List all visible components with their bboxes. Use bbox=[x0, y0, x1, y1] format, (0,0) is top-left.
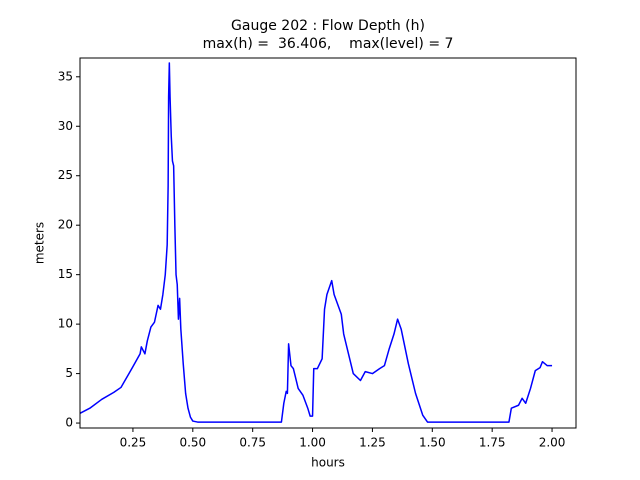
y-axis-label: meters bbox=[33, 222, 47, 264]
y-tick-label: 35 bbox=[58, 69, 73, 83]
x-tick-label: 1.50 bbox=[419, 436, 446, 450]
y-tick-label: 20 bbox=[58, 218, 73, 232]
x-tick-label: 1.75 bbox=[479, 436, 506, 450]
x-tick-label: 1.00 bbox=[299, 436, 326, 450]
chart-title: Gauge 202 : Flow Depth (h) bbox=[231, 18, 425, 34]
y-tick-label: 25 bbox=[58, 168, 73, 182]
y-tick-label: 5 bbox=[65, 366, 73, 380]
x-tick-label: 2.00 bbox=[539, 436, 566, 450]
y-tick-label: 15 bbox=[58, 267, 73, 281]
y-tick-label: 0 bbox=[65, 416, 73, 430]
plot-frame bbox=[79, 57, 577, 429]
x-axis-label: hours bbox=[311, 456, 345, 470]
x-tick-label: 0.75 bbox=[239, 436, 266, 450]
x-tick-label: 1.25 bbox=[359, 436, 386, 450]
y-tick-label: 10 bbox=[58, 317, 73, 331]
x-tick-label: 0.50 bbox=[179, 436, 206, 450]
y-tick-label: 30 bbox=[58, 119, 73, 133]
chart-subtitle: max(h) = 36.406, max(level) = 7 bbox=[203, 36, 454, 52]
data-line bbox=[79, 62, 553, 423]
x-tick-label: 0.25 bbox=[120, 436, 147, 450]
